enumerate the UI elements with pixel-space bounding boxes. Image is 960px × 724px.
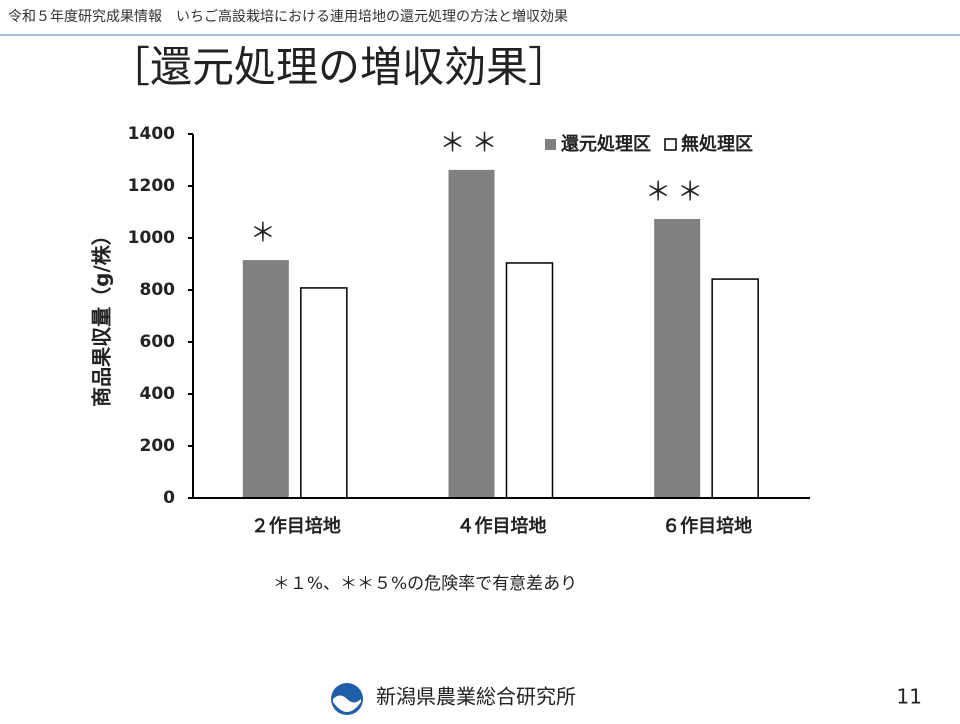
y-axis-label: 商品果収量（g/株） — [90, 225, 114, 407]
bar — [448, 169, 495, 498]
legend-marker — [664, 138, 677, 151]
x-tick-label: ２作目培地 — [251, 515, 341, 537]
slide-title: ［還元処理の増収効果］ — [108, 43, 570, 92]
legend-label: 還元処理区 — [561, 133, 651, 155]
x-tick-label: ４作目培地 — [457, 515, 547, 537]
significance-label: ＊＊ — [645, 178, 709, 208]
organization: 新潟県農業総合研究所 — [376, 685, 576, 709]
x-tick-label: ６作目培地 — [662, 515, 752, 537]
bar — [654, 219, 701, 498]
significance-label: ＊＊ — [439, 128, 503, 158]
page-number: 11 — [897, 685, 922, 709]
y-tick-label: 400 — [140, 384, 176, 404]
legend-marker — [545, 139, 556, 150]
y-tick-label: 0 — [163, 488, 175, 508]
bar — [505, 262, 554, 499]
legend-label: 無処理区 — [681, 133, 753, 155]
logo — [331, 683, 363, 715]
bar — [242, 260, 289, 498]
y-tick-label: 1000 — [128, 228, 175, 248]
y-tick-label: 1400 — [128, 124, 175, 144]
header: 令和５年度研究成果情報 いちご高設栽培における連用培地の還元処理の方法と増収効果 — [8, 8, 568, 25]
y-tick-label: 800 — [140, 280, 176, 300]
significance-label: ＊ — [250, 219, 282, 249]
footnote: ＊１%、＊＊５%の危険率で有意差あり — [273, 574, 577, 594]
y-tick-label: 600 — [140, 332, 176, 352]
bar — [300, 287, 348, 499]
y-tick-label: 200 — [140, 436, 176, 456]
bar — [711, 278, 759, 499]
y-tick-label: 1200 — [128, 176, 175, 196]
